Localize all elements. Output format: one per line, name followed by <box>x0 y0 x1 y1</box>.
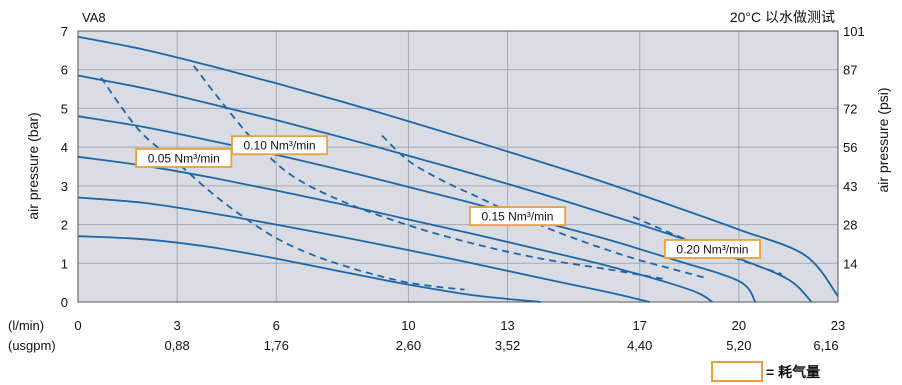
y-tick-right-6: 101 <box>843 24 865 39</box>
pressure-curve-0 <box>77 235 541 303</box>
y-tick-left-2: 2 <box>61 218 68 233</box>
x-tick-2: 6 <box>273 318 280 333</box>
x-tick-usgpm-2: 1,76 <box>264 338 289 353</box>
pressure-curve-2 <box>77 155 713 303</box>
x-tick-6: 20 <box>732 318 746 333</box>
x-tick-3: 10 <box>401 318 415 333</box>
air-consumption-curve-6 <box>100 76 465 291</box>
y-tick-right-2: 43 <box>843 179 857 194</box>
y-tick-right-0: 14 <box>843 256 857 271</box>
annotation-label-1: 0.10 Nm³/min <box>244 139 316 153</box>
y-tick-right-1: 28 <box>843 218 857 233</box>
plot-frame <box>77 30 839 303</box>
pressure-curve-3 <box>77 115 757 303</box>
x-tick-usgpm-7: 6,16 <box>813 338 838 353</box>
y-tick-left-3: 3 <box>61 179 68 194</box>
x-tick-usgpm-6: 5,20 <box>726 338 751 353</box>
annotation-label-2: 0.15 Nm³/min <box>481 210 553 224</box>
annotation-box-1 <box>231 135 329 156</box>
x-tick-usgpm-5: 4,40 <box>627 338 652 353</box>
annotation-label-3: 0.20 Nm³/min <box>676 242 748 256</box>
y-tick-left-7: 7 <box>61 24 68 39</box>
x-tick-7: 23 <box>831 318 845 333</box>
air-consumption-curve-7 <box>192 65 664 280</box>
x-tick-usgpm-4: 3,52 <box>495 338 520 353</box>
annotation-label-0: 0.05 Nm³/min <box>148 151 220 165</box>
pressure-curve-5 <box>77 35 839 297</box>
y-tick-left-1: 1 <box>61 256 68 271</box>
y-tick-right-5: 87 <box>843 63 857 78</box>
y-tick-left-4: 4 <box>61 140 68 155</box>
y-tick-left-0: 0 <box>61 295 68 310</box>
y-tick-left-6: 6 <box>61 63 68 78</box>
y-axis-label-right: air pressure (psi) <box>875 87 891 192</box>
legend-text: = 耗气量 <box>766 364 820 380</box>
y-tick-right-4: 72 <box>843 101 857 116</box>
x-unit-secondary: (usgpm) <box>8 338 56 353</box>
annotations: 0.05 Nm³/min 0.10 Nm³/min 0.15 Nm³/min 0.20… <box>135 135 761 259</box>
annotation-box-3 <box>663 239 761 259</box>
x-unit-primary: (l/min) <box>8 318 44 333</box>
x-tick-0: 0 <box>74 318 81 333</box>
y-tick-left-5: 5 <box>61 101 68 116</box>
annotation-box-0 <box>135 148 233 168</box>
chart-subtitle: 20°C 以水做测试 <box>730 9 835 25</box>
y-axis-label-left: air pressure (bar) <box>25 112 41 219</box>
x-tick-4: 13 <box>500 318 514 333</box>
x-tick-5: 17 <box>633 318 647 333</box>
y-tick-right-3: 56 <box>843 140 857 155</box>
chart-title: VA8 <box>82 10 106 25</box>
legend-swatch <box>711 361 763 382</box>
x-tick-usgpm-1: 0,88 <box>164 338 189 353</box>
pressure-curve-1 <box>77 196 650 303</box>
x-tick-usgpm-3: 2,60 <box>396 338 421 353</box>
annotation-box-2 <box>468 206 566 226</box>
x-tick-1: 3 <box>174 318 181 333</box>
